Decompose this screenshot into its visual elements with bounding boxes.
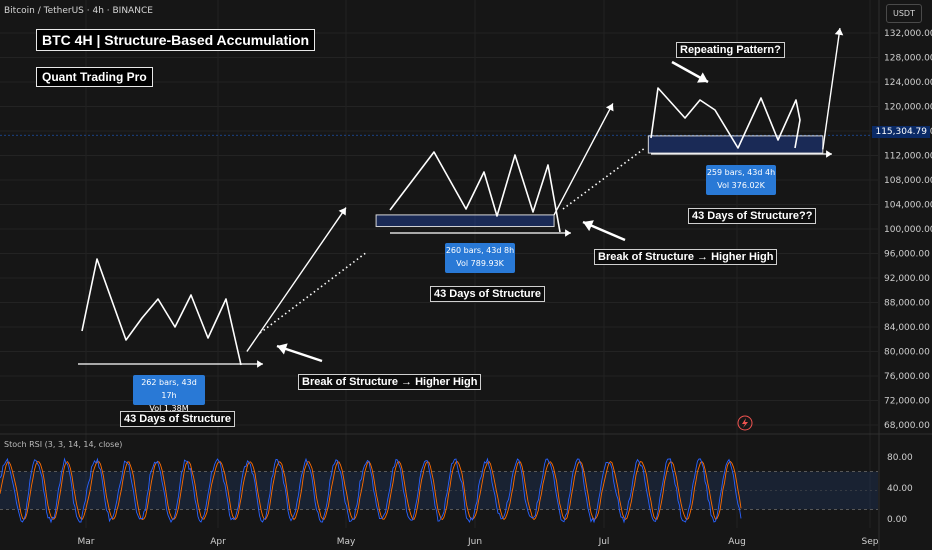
pointer-arrow-bos-2-head	[583, 220, 594, 232]
accumulation-zone	[375, 214, 555, 228]
lightning-icon	[737, 415, 753, 431]
range-stats-2-bars: 260 bars, 43d 8h	[445, 246, 515, 255]
indicator-label: Stoch RSI (3, 3, 14, 14, close)	[4, 440, 123, 449]
symbol-header: Bitcoin / TetherUS · 4h · BINANCE	[4, 6, 153, 16]
days-of-structure-label-1: 43 Days of Structure	[120, 411, 235, 427]
y-tick-label: 72,000.00	[884, 397, 930, 407]
lightning-icon-bolt	[742, 418, 748, 428]
y-tick-label: 124,000.00	[884, 78, 932, 88]
x-tick-label: Mar	[78, 537, 95, 547]
x-tick-label: Sep	[862, 537, 879, 547]
structure-zigzag-2	[389, 151, 561, 233]
x-tick-label: Apr	[210, 537, 226, 547]
currency-selector[interactable]: USDT	[886, 4, 922, 23]
projection-arrow-line	[553, 103, 614, 216]
rsi-tick-0: 0.00	[887, 515, 908, 525]
y-tick-label: 108,000.00	[884, 176, 932, 186]
chart-title: BTC 4H | Structure-Based Accumulation	[36, 29, 316, 51]
y-tick-label: 104,000.00	[884, 201, 932, 211]
projection-arrow-head	[605, 103, 614, 112]
range-stats-1-vol: Vol 1.38M	[149, 404, 189, 413]
projection-arrow-head	[834, 28, 844, 36]
break-of-structure-label-1: Break of Structure → Higher High	[298, 374, 482, 390]
stoch-k-line	[0, 457, 742, 524]
pointer-arrow-pattern-head	[697, 72, 708, 83]
x-tick-label: Aug	[728, 537, 746, 547]
projection-arrow-line	[246, 207, 347, 352]
rsi-tick-80: 80.00	[887, 453, 913, 463]
y-tick-label: 92,000.00	[884, 274, 930, 284]
y-tick-label: 100,000.00	[884, 225, 932, 235]
range-stats-3-bars: 259 bars, 43d 4h	[706, 168, 776, 177]
y-tick-label: 128,000.00	[884, 54, 932, 64]
repeating-pattern-label: Repeating Pattern?	[676, 42, 785, 58]
author-label: Quant Trading Pro	[36, 67, 153, 87]
range-stats-3-vol: Vol 376.02K	[717, 181, 765, 190]
rsi-tick-40: 40.00	[887, 484, 913, 494]
y-tick-label: 120,000.00	[884, 103, 932, 113]
y-tick-label: 112,000.00	[884, 152, 932, 162]
y-tick-label: 132,000.00	[884, 29, 932, 39]
break-of-structure-label-2: Break of Structure → Higher High	[594, 249, 778, 265]
structure-zigzag-3	[650, 87, 801, 149]
range-arrow-head	[565, 229, 571, 237]
range-stats-1: 262 bars, 43d 17h Vol 1.38M	[133, 375, 205, 413]
range-stats-3: 259 bars, 43d 4h Vol 376.02K	[706, 165, 776, 195]
range-stats-2-vol: Vol 789.93K	[456, 259, 504, 268]
stoch-d-line	[0, 460, 742, 521]
range-arrow-head	[826, 150, 832, 158]
current-price-tag: 115,304.79	[872, 126, 930, 138]
y-tick-label: 76,000.00	[884, 372, 930, 382]
y-tick-label: 96,000.00	[884, 250, 930, 260]
y-tick-label: 88,000.00	[884, 299, 930, 309]
range-arrow-head	[257, 360, 263, 368]
days-of-structure-label-3: 43 Days of Structure??	[688, 208, 817, 224]
days-of-structure-label-2: 43 Days of Structure	[430, 286, 545, 302]
x-tick-label: May	[337, 537, 356, 547]
pointer-arrow-bos-1-head	[277, 343, 288, 355]
lightning-icon-ring	[737, 415, 753, 431]
x-tick-label: Jun	[467, 537, 482, 547]
y-tick-label: 80,000.00	[884, 348, 930, 358]
projection-arrow-line	[822, 28, 841, 150]
structure-zigzag-1	[81, 258, 242, 366]
y-tick-label: 68,000.00	[884, 421, 930, 431]
x-tick-label: Jul	[598, 537, 610, 547]
projection-arrow-head	[338, 207, 346, 216]
y-tick-label: 84,000.00	[884, 323, 930, 333]
range-stats-1-bars: 262 bars, 43d 17h	[141, 378, 197, 400]
range-stats-2: 260 bars, 43d 8h Vol 789.93K	[445, 243, 515, 273]
